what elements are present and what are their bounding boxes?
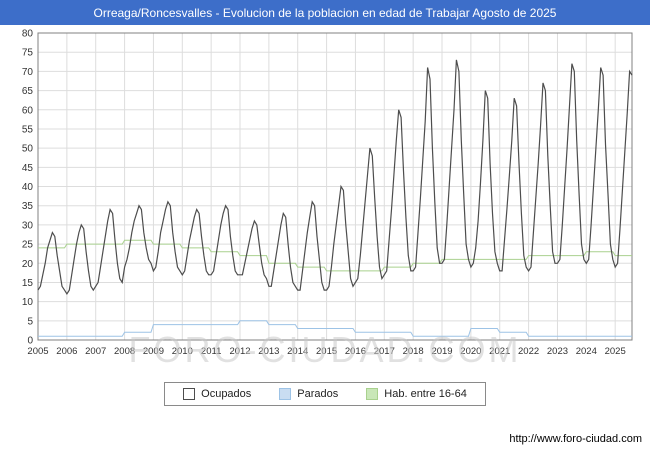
- svg-text:2015: 2015: [316, 346, 337, 357]
- foro-ciudad-link[interactable]: http://www.foro-ciudad.com: [509, 433, 642, 445]
- svg-text:20: 20: [22, 259, 34, 270]
- svg-text:2021: 2021: [489, 346, 510, 357]
- svg-text:60: 60: [22, 105, 34, 116]
- legend-item-parados: Parados: [279, 388, 338, 400]
- svg-text:80: 80: [22, 29, 34, 40]
- svg-text:2022: 2022: [518, 346, 539, 357]
- svg-text:2010: 2010: [172, 346, 193, 357]
- hab-swatch-icon: [366, 388, 379, 400]
- svg-text:2024: 2024: [576, 346, 597, 357]
- parados-swatch-icon: [279, 388, 292, 400]
- svg-text:10: 10: [22, 297, 34, 308]
- svg-text:2023: 2023: [547, 346, 568, 357]
- legend: Ocupados Parados Hab. entre 16-64: [0, 382, 650, 406]
- svg-text:2007: 2007: [85, 346, 106, 357]
- chart-title: Orreaga/Roncesvalles - Evolucion de la p…: [93, 5, 557, 20]
- legend-box: Ocupados Parados Hab. entre 16-64: [164, 382, 486, 406]
- svg-text:45: 45: [22, 163, 34, 174]
- svg-text:2011: 2011: [201, 346, 221, 357]
- svg-text:35: 35: [22, 201, 34, 212]
- svg-text:40: 40: [22, 182, 34, 193]
- svg-text:2008: 2008: [114, 346, 135, 357]
- legend-label-parados: Parados: [297, 388, 339, 400]
- svg-text:65: 65: [22, 86, 34, 97]
- svg-text:2006: 2006: [56, 346, 77, 357]
- svg-text:2009: 2009: [143, 346, 164, 357]
- svg-text:0: 0: [27, 336, 33, 347]
- title-bar: Orreaga/Roncesvalles - Evolucion de la p…: [0, 0, 650, 25]
- svg-text:2019: 2019: [431, 346, 452, 357]
- svg-text:2014: 2014: [287, 346, 308, 357]
- svg-text:70: 70: [22, 67, 34, 78]
- svg-text:50: 50: [22, 144, 34, 155]
- svg-text:55: 55: [22, 124, 34, 135]
- svg-text:2012: 2012: [229, 346, 250, 357]
- legend-item-ocupados: Ocupados: [183, 388, 251, 400]
- svg-text:2018: 2018: [403, 346, 424, 357]
- svg-text:30: 30: [22, 220, 34, 231]
- svg-text:2016: 2016: [345, 346, 366, 357]
- svg-text:2020: 2020: [460, 346, 481, 357]
- legend-item-hab: Hab. entre 16-64: [366, 388, 467, 400]
- svg-text:15: 15: [22, 278, 34, 289]
- svg-text:2017: 2017: [374, 346, 395, 357]
- svg-text:5: 5: [27, 316, 33, 327]
- svg-text:75: 75: [22, 48, 34, 59]
- chart-area: 0 5 10 15 20 25 30 35 40 45 50 55 60 65 70 75 80 2005 2006…: [0, 25, 650, 370]
- ocupados-swatch-icon: [183, 388, 196, 400]
- legend-label-hab: Hab. entre 16-64: [384, 388, 467, 400]
- svg-text:2005: 2005: [27, 346, 48, 357]
- svg-text:2013: 2013: [258, 346, 279, 357]
- svg-text:25: 25: [22, 240, 34, 251]
- legend-label-ocupados: Ocupados: [201, 388, 252, 400]
- svg-text:2025: 2025: [605, 346, 626, 357]
